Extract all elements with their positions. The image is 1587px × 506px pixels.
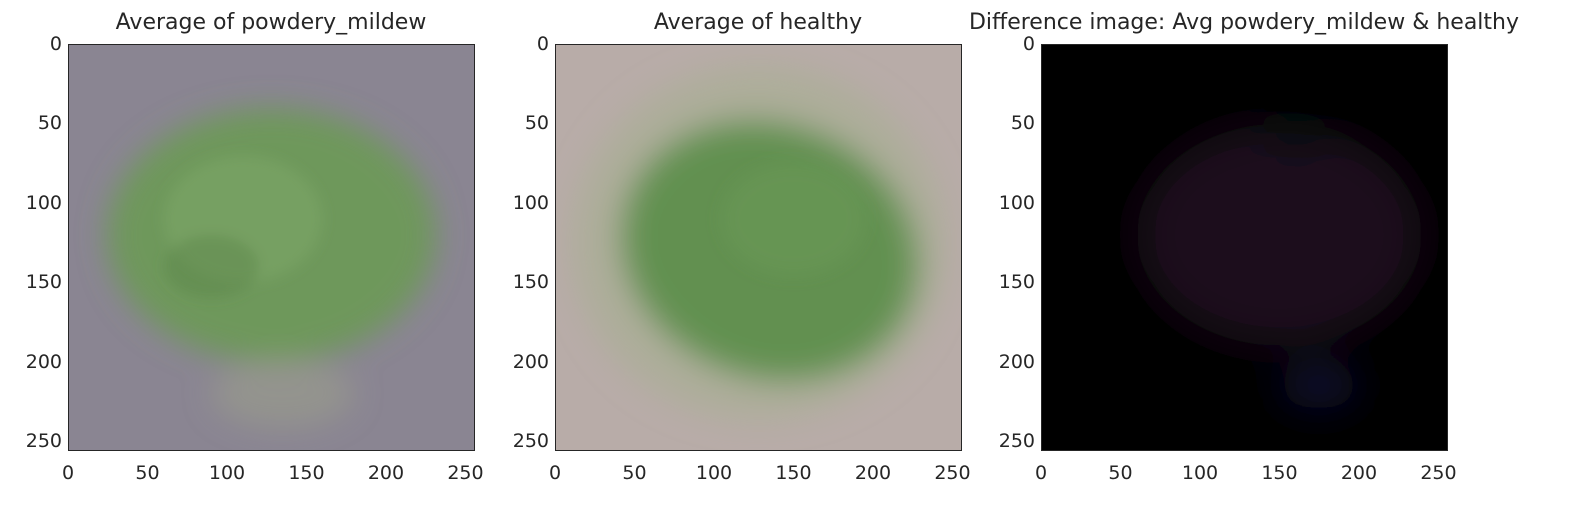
x-tick-label: 50 (135, 462, 160, 484)
chart-title-powdery-mildew: Average of powdery_mildew (115, 10, 427, 35)
average-image-healthy (556, 45, 961, 450)
x-tick-label: 250 (934, 462, 971, 484)
x-tick-label: 50 (622, 462, 647, 484)
y-tick-label: 200 (512, 350, 549, 373)
x-tick-label: 150 (288, 462, 325, 484)
average-image-powdery-mildew (69, 45, 474, 450)
x-tick-label: 0 (1034, 462, 1048, 484)
x-tick-label: 100 (1181, 462, 1219, 484)
y-tick-label: 0 (1022, 33, 1035, 55)
x-tick-label: 200 (367, 462, 405, 484)
difference-region (1136, 124, 1422, 346)
y-tick-label: 250 (998, 430, 1035, 453)
y-tick-label: 100 (998, 191, 1035, 214)
chart-title-healthy: Average of healthy (653, 10, 863, 35)
leaf-stem-region (211, 358, 354, 428)
x-tick-label: 250 (447, 462, 484, 484)
y-tick-label: 250 (512, 430, 549, 453)
y-tick-label: 50 (1010, 112, 1035, 135)
difference-image (1042, 45, 1447, 450)
x-tick-label: 200 (854, 462, 892, 484)
x-tick-label: 250 (1420, 462, 1457, 484)
image-plot-difference (1041, 44, 1448, 451)
y-tick-label: 150 (25, 271, 62, 294)
x-tick-label: 200 (1340, 462, 1378, 484)
image-plot-healthy (555, 44, 962, 451)
leaf-shadow (163, 234, 259, 299)
y-tick-label: 150 (998, 271, 1035, 294)
y-tick-label: 100 (512, 191, 549, 214)
y-tick-label: 250 (25, 430, 62, 453)
chart-title-difference: Difference image: Avg powdery_mildew & h… (968, 10, 1520, 35)
leaf-highlight (722, 163, 865, 275)
x-tick-label: 150 (1261, 462, 1298, 484)
y-tick-label: 150 (512, 271, 549, 294)
x-tick-label: 150 (775, 462, 812, 484)
x-tick-label: 100 (695, 462, 733, 484)
x-tick-label: 0 (548, 462, 562, 484)
y-tick-label: 50 (524, 112, 549, 135)
difference-blue-spot (1279, 361, 1359, 409)
y-tick-label: 50 (37, 112, 62, 135)
y-tick-label: 200 (25, 350, 62, 373)
image-plot-powdery-mildew (68, 44, 475, 451)
y-tick-label: 0 (49, 33, 62, 55)
x-tick-label: 100 (208, 462, 246, 484)
y-tick-label: 200 (998, 350, 1035, 373)
difference-green-spot (1263, 124, 1327, 156)
y-tick-label: 0 (536, 33, 549, 55)
x-tick-label: 50 (1108, 462, 1133, 484)
y-tick-label: 100 (25, 191, 62, 214)
x-tick-label: 0 (61, 462, 75, 484)
